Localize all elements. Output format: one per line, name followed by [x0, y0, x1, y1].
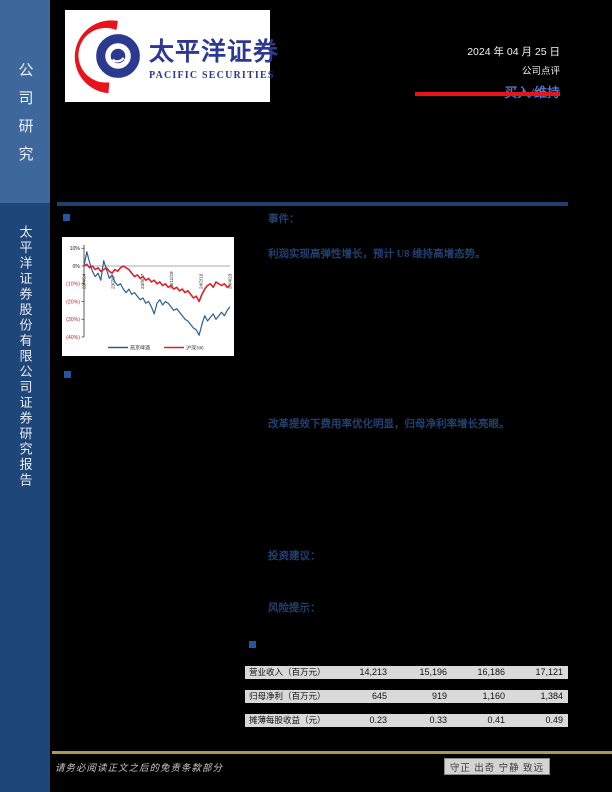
row-value: 15,196: [419, 667, 447, 678]
report-date: 2024 年 04 月 25 日: [467, 46, 560, 58]
y-tick-label: (40%): [66, 335, 80, 341]
y-tick-label: 0%: [73, 264, 81, 270]
x-tick-label: 24/2/10: [198, 273, 203, 289]
row-label: 摊薄每股收益（元）: [249, 715, 326, 726]
row-value: 17,121: [535, 667, 563, 678]
legend-label: 燕京啤酒: [130, 344, 150, 351]
series-line-index: [83, 263, 231, 303]
event-heading: 事件：: [268, 214, 300, 225]
logo: 太平洋证券 PACIFIC SECURITIES: [65, 10, 278, 102]
section-divider-bar: [57, 202, 568, 206]
table-row: 营业收入（百万元） 14,213 15,196 16,186 17,121: [245, 666, 568, 679]
footer-disclaimer: 请务必阅读正文之后的免责条款部分: [55, 764, 224, 774]
row-value: 0.49: [545, 715, 563, 726]
row-value: 16,186: [477, 667, 505, 678]
bullet-icon: [63, 214, 70, 221]
row-value: 1,160: [482, 691, 505, 702]
y-tick-label: (20%): [66, 299, 80, 305]
risk-warning-heading: 风险提示：: [268, 603, 321, 614]
row-value: 919: [431, 691, 447, 702]
footer-motto: 守正 出奇 宁静 致远: [444, 758, 550, 775]
row-value: 14,213: [359, 667, 387, 678]
row-value: 1,384: [540, 691, 563, 702]
bullet-icon: [64, 371, 71, 378]
table-row: 摊薄每股收益（元） 0.23 0.33 0.41 0.49: [245, 714, 568, 727]
relative-performance-chart: 10% 0% (10%) (20%) (30%) (40%) 23/4/24 23/7/6 23…: [62, 237, 234, 356]
row-value: 0.33: [429, 715, 447, 726]
y-tick-label: (30%): [66, 317, 80, 323]
x-tick-label: 23/9/17: [140, 273, 145, 289]
x-tick-label: 23/7/6: [111, 276, 116, 289]
table-row: 归母净利（百万元） 645 919 1,160 1,384: [245, 690, 568, 703]
sidebar-section-bottom: 太平洋证券股份有限公司证券研究报告: [0, 203, 50, 792]
pacific-securities-icon: [74, 20, 140, 94]
sidebar-section-top: 公司研究: [0, 0, 50, 203]
x-tick-label: 24/4/23: [228, 273, 233, 289]
row-label: 归母净利（百万元）: [249, 691, 326, 702]
bullet-icon: [249, 641, 256, 648]
investment-advice-heading: 投资建议：: [268, 551, 321, 562]
footer-rule: [52, 751, 612, 754]
row-value: 645: [371, 691, 387, 702]
row-value: 0.23: [369, 715, 387, 726]
series-line-stock: [83, 251, 231, 336]
expense-ratio-heading: 改革提效下费用率优化明显，归母净利率增长亮眼。: [268, 419, 510, 430]
legend-label: 沪深300: [186, 344, 204, 351]
row-label: 营业收入（百万元）: [249, 667, 326, 678]
sidebar-label-report-title: 太平洋证券股份有限公司证券研究报告: [17, 225, 33, 489]
line-chart-canvas: 10% 0% (10%) (20%) (30%) (40%) 23/4/24 23/7/6 23…: [66, 245, 233, 351]
report-type: 公司点评: [521, 67, 560, 77]
y-tick-label: (10%): [66, 282, 80, 288]
logo-name-cn: 太平洋证券: [149, 38, 280, 66]
rating-underline: [415, 92, 560, 96]
y-tick-label: 10%: [70, 246, 81, 252]
sidebar-label-company-research: 公司研究: [16, 62, 33, 174]
logo-name-en: PACIFIC SECURITIES: [149, 69, 275, 81]
profit-growth-heading: 利润实现高弹性增长，预计 U8 维持高增态势。: [268, 249, 486, 260]
x-tick-label: 23/11/29: [169, 271, 174, 289]
row-value: 0.41: [487, 715, 505, 726]
x-tick-label: 23/4/24: [82, 273, 87, 289]
